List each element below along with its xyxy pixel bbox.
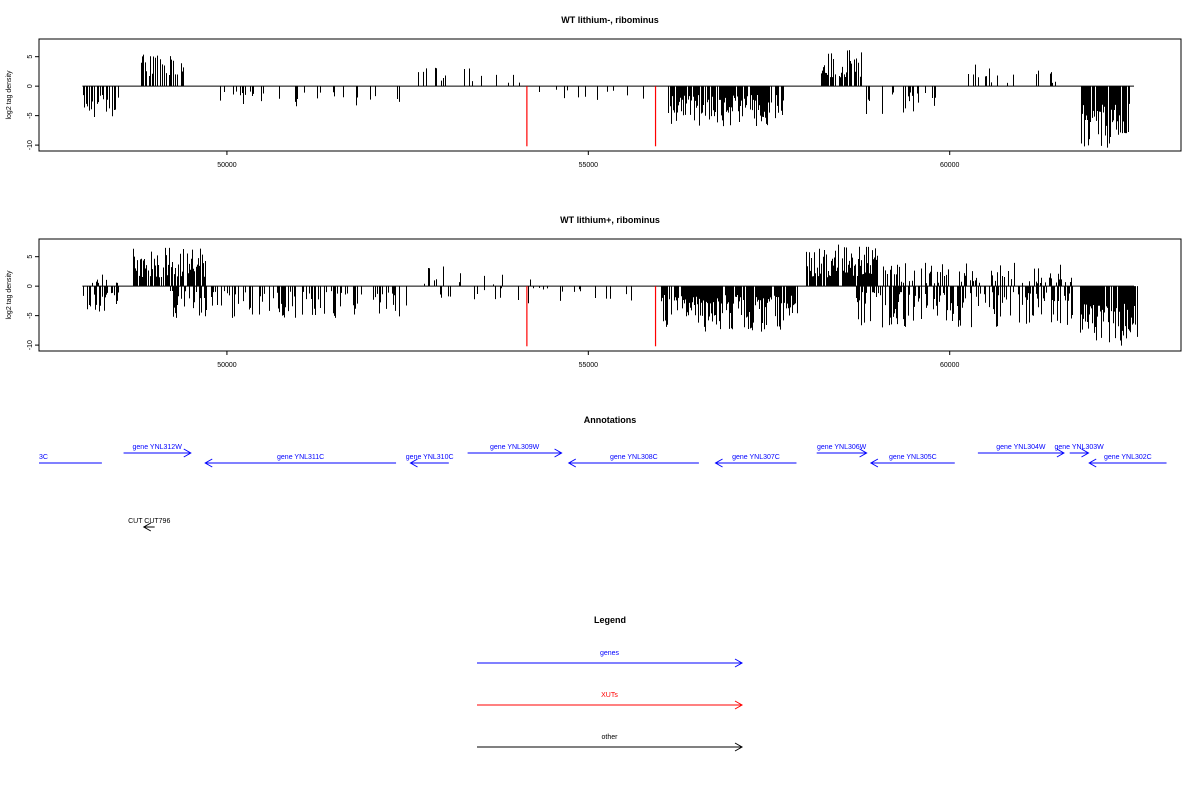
legend-label: genes [600, 650, 620, 657]
gene-feature: gene YNL309W [467, 444, 563, 458]
legend-title: Legend [594, 615, 626, 625]
x-tick-label: 50000 [217, 362, 237, 369]
legend-label: XUTs [601, 692, 618, 699]
annotations-title: Annotations [584, 415, 637, 425]
legend-item: other [477, 734, 744, 752]
gene-label: gene YNL308C [610, 454, 658, 461]
gene-label: gene YNL309W [490, 444, 540, 451]
density-bars [83, 244, 1138, 346]
gene-arrow-arrowhead [183, 448, 192, 458]
xut-markers [526, 86, 657, 147]
gene-feature: 3C [39, 454, 102, 464]
x-tick-label: 50000 [217, 162, 237, 169]
gene-label: gene YNL302C [1104, 454, 1152, 461]
density-bars [83, 50, 1130, 148]
gene-feature: gene YNL310C [406, 454, 454, 468]
y-axis-label: log2 tag density [6, 270, 13, 320]
legend: Legend genes XUTs other [477, 615, 744, 752]
panel-wt-lithium-plus: WT lithium+, ribominus log2 tag density … [6, 215, 1182, 369]
gene-label: gene YNL304W [996, 444, 1046, 451]
y-tick-label: -10 [27, 140, 34, 150]
gene-track: 3C gene YNL312W gene YNL311C gene YNL310C ge… [39, 444, 1167, 468]
gene-label: gene YNL303W [1054, 444, 1104, 451]
gene-arrow-arrowhead [869, 458, 879, 468]
legend-arrowhead [734, 658, 744, 668]
gene-arrow-arrowhead [409, 458, 418, 468]
y-tick-label: 5 [27, 55, 34, 59]
other-label: CUT CUT796 [128, 518, 170, 525]
legend-items: genes XUTs other [477, 650, 744, 752]
y-axis-label: log2 tag density [6, 70, 13, 120]
gene-feature: gene YNL304W [977, 444, 1065, 458]
gene-arrow-arrowhead [1088, 458, 1097, 468]
x-tick-label: 55000 [579, 362, 599, 369]
gene-arrow-arrowhead [204, 458, 213, 468]
y-tick-label: 0 [27, 284, 34, 288]
x-axis-ticks: 50000 55000 60000 [217, 351, 960, 369]
gene-arrow-arrowhead [859, 448, 868, 458]
y-tick-label: -5 [27, 312, 34, 318]
legend-arrowhead [734, 742, 744, 752]
y-axis-ticks: -10 -5 0 5 [27, 55, 39, 150]
gene-arrow-arrowhead [567, 458, 577, 468]
legend-item: XUTs [477, 692, 744, 710]
x-axis-ticks: 50000 55000 60000 [217, 151, 960, 169]
gene-arrow-arrowhead [554, 448, 563, 458]
y-tick-label: -10 [27, 340, 34, 350]
other-feature: CUT CUT796 [128, 518, 170, 532]
gene-feature: gene YNL311C [204, 454, 397, 468]
y-axis-ticks: -10 -5 0 5 [27, 255, 39, 350]
annotations-track: Annotations 3C gene YNL312W gene YNL311C ge… [39, 415, 1167, 532]
gene-label: gene YNL307C [732, 454, 780, 461]
gene-arrow-arrowhead [1081, 448, 1090, 458]
legend-item: genes [477, 650, 744, 668]
gene-label: gene YNL312W [133, 444, 183, 451]
panel-title: WT lithium+, ribominus [560, 215, 660, 225]
gene-feature: gene YNL302C [1088, 454, 1167, 468]
y-tick-label: 0 [27, 84, 34, 88]
gene-arrow-arrowhead [714, 458, 723, 468]
panel-title: WT lithium-, ribominus [561, 15, 659, 25]
gene-arrow-arrowhead [1056, 448, 1065, 458]
legend-label: other [602, 734, 619, 741]
gene-label: 3C [39, 454, 48, 461]
gene-label: gene YNL306W [817, 444, 867, 451]
gene-label: gene YNL305C [889, 454, 937, 461]
x-tick-label: 60000 [940, 362, 960, 369]
x-tick-label: 60000 [940, 162, 960, 169]
legend-arrowhead [734, 700, 744, 710]
gene-feature: gene YNL303W [1054, 444, 1104, 458]
other-arrow-arrowhead [142, 522, 152, 532]
gene-label: gene YNL311C [277, 454, 324, 461]
y-tick-label: -5 [27, 112, 34, 118]
panel-wt-lithium-minus: WT lithium-, ribominus log2 tag density … [6, 15, 1182, 169]
y-tick-label: 5 [27, 255, 34, 259]
gene-feature: gene YNL306W [816, 444, 868, 458]
plot-frame [38, 238, 1182, 352]
other-track: CUT CUT796 [128, 518, 170, 532]
xut-markers [526, 286, 657, 347]
gene-feature: gene YNL305C [869, 454, 955, 468]
x-tick-label: 55000 [579, 162, 599, 169]
gene-label: gene YNL310C [406, 454, 454, 461]
plot-frame [38, 38, 1182, 152]
gene-feature: gene YNL307C [714, 454, 797, 468]
gene-feature: gene YNL312W [123, 444, 192, 458]
gene-feature: gene YNL308C [567, 454, 699, 468]
